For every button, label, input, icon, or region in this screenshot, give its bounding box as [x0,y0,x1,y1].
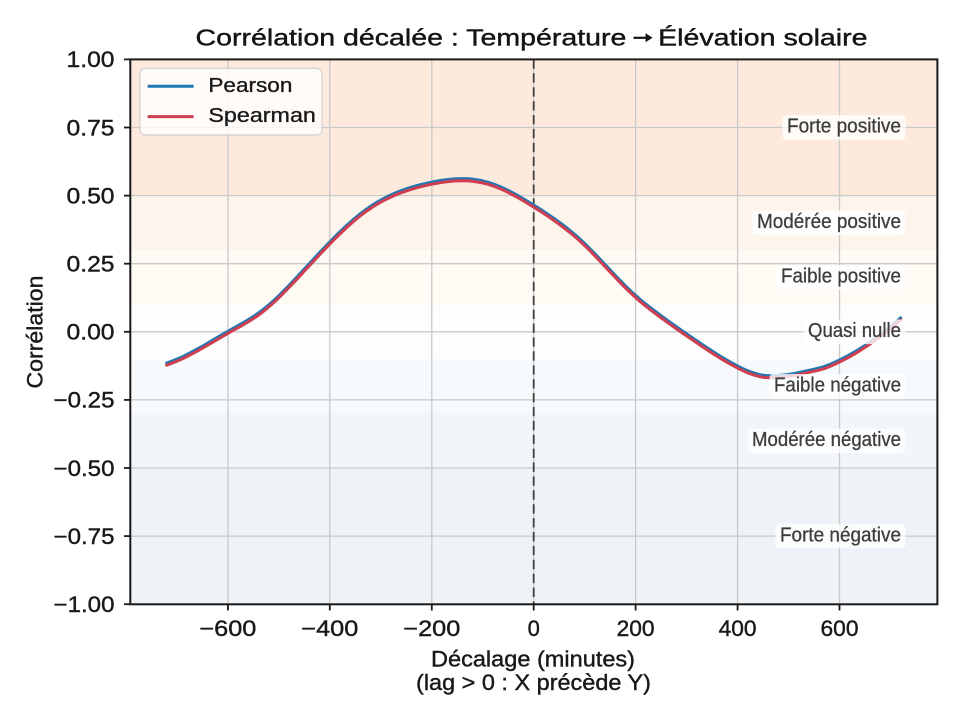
svg-text:Forte positive: Forte positive [787,116,901,138]
svg-text:−0.75: −0.75 [54,524,115,549]
svg-text:−600: −600 [199,616,256,641]
svg-text:0.50: 0.50 [67,183,115,208]
svg-text:Modérée positive: Modérée positive [757,211,901,233]
svg-text:400: 400 [719,616,757,641]
svg-text:1.00: 1.00 [67,47,115,72]
svg-text:Corrélation: Corrélation [23,276,48,389]
svg-text:Faible positive: Faible positive [781,266,901,288]
svg-text:Spearman: Spearman [208,105,316,127]
svg-text:−0.25: −0.25 [54,388,115,413]
svg-text:Faible négative: Faible négative [774,375,901,397]
svg-text:0.00: 0.00 [67,320,115,345]
svg-text:0.25: 0.25 [67,252,115,277]
svg-text:Modérée négative: Modérée négative [752,429,901,451]
svg-text:−200: −200 [403,616,460,641]
svg-text:−1.00: −1.00 [54,592,115,617]
svg-text:600: 600 [821,616,859,641]
svg-text:200: 200 [617,616,655,641]
svg-text:Pearson: Pearson [208,75,292,97]
svg-text:0.75: 0.75 [67,115,115,140]
svg-text:Forte négative: Forte négative [780,524,901,546]
svg-text:0: 0 [528,616,540,641]
svg-text:Quasi nulle: Quasi nulle [808,320,901,342]
svg-text:−400: −400 [301,616,358,641]
svg-text:−0.50: −0.50 [54,456,115,481]
svg-text:(lag > 0 : X précède Y): (lag > 0 : X précède Y) [416,670,651,695]
svg-text:Décalage (minutes): Décalage (minutes) [431,647,635,672]
svg-text:Corrélation décalée : Températ: Corrélation décalée : Température Élévat… [196,24,868,50]
